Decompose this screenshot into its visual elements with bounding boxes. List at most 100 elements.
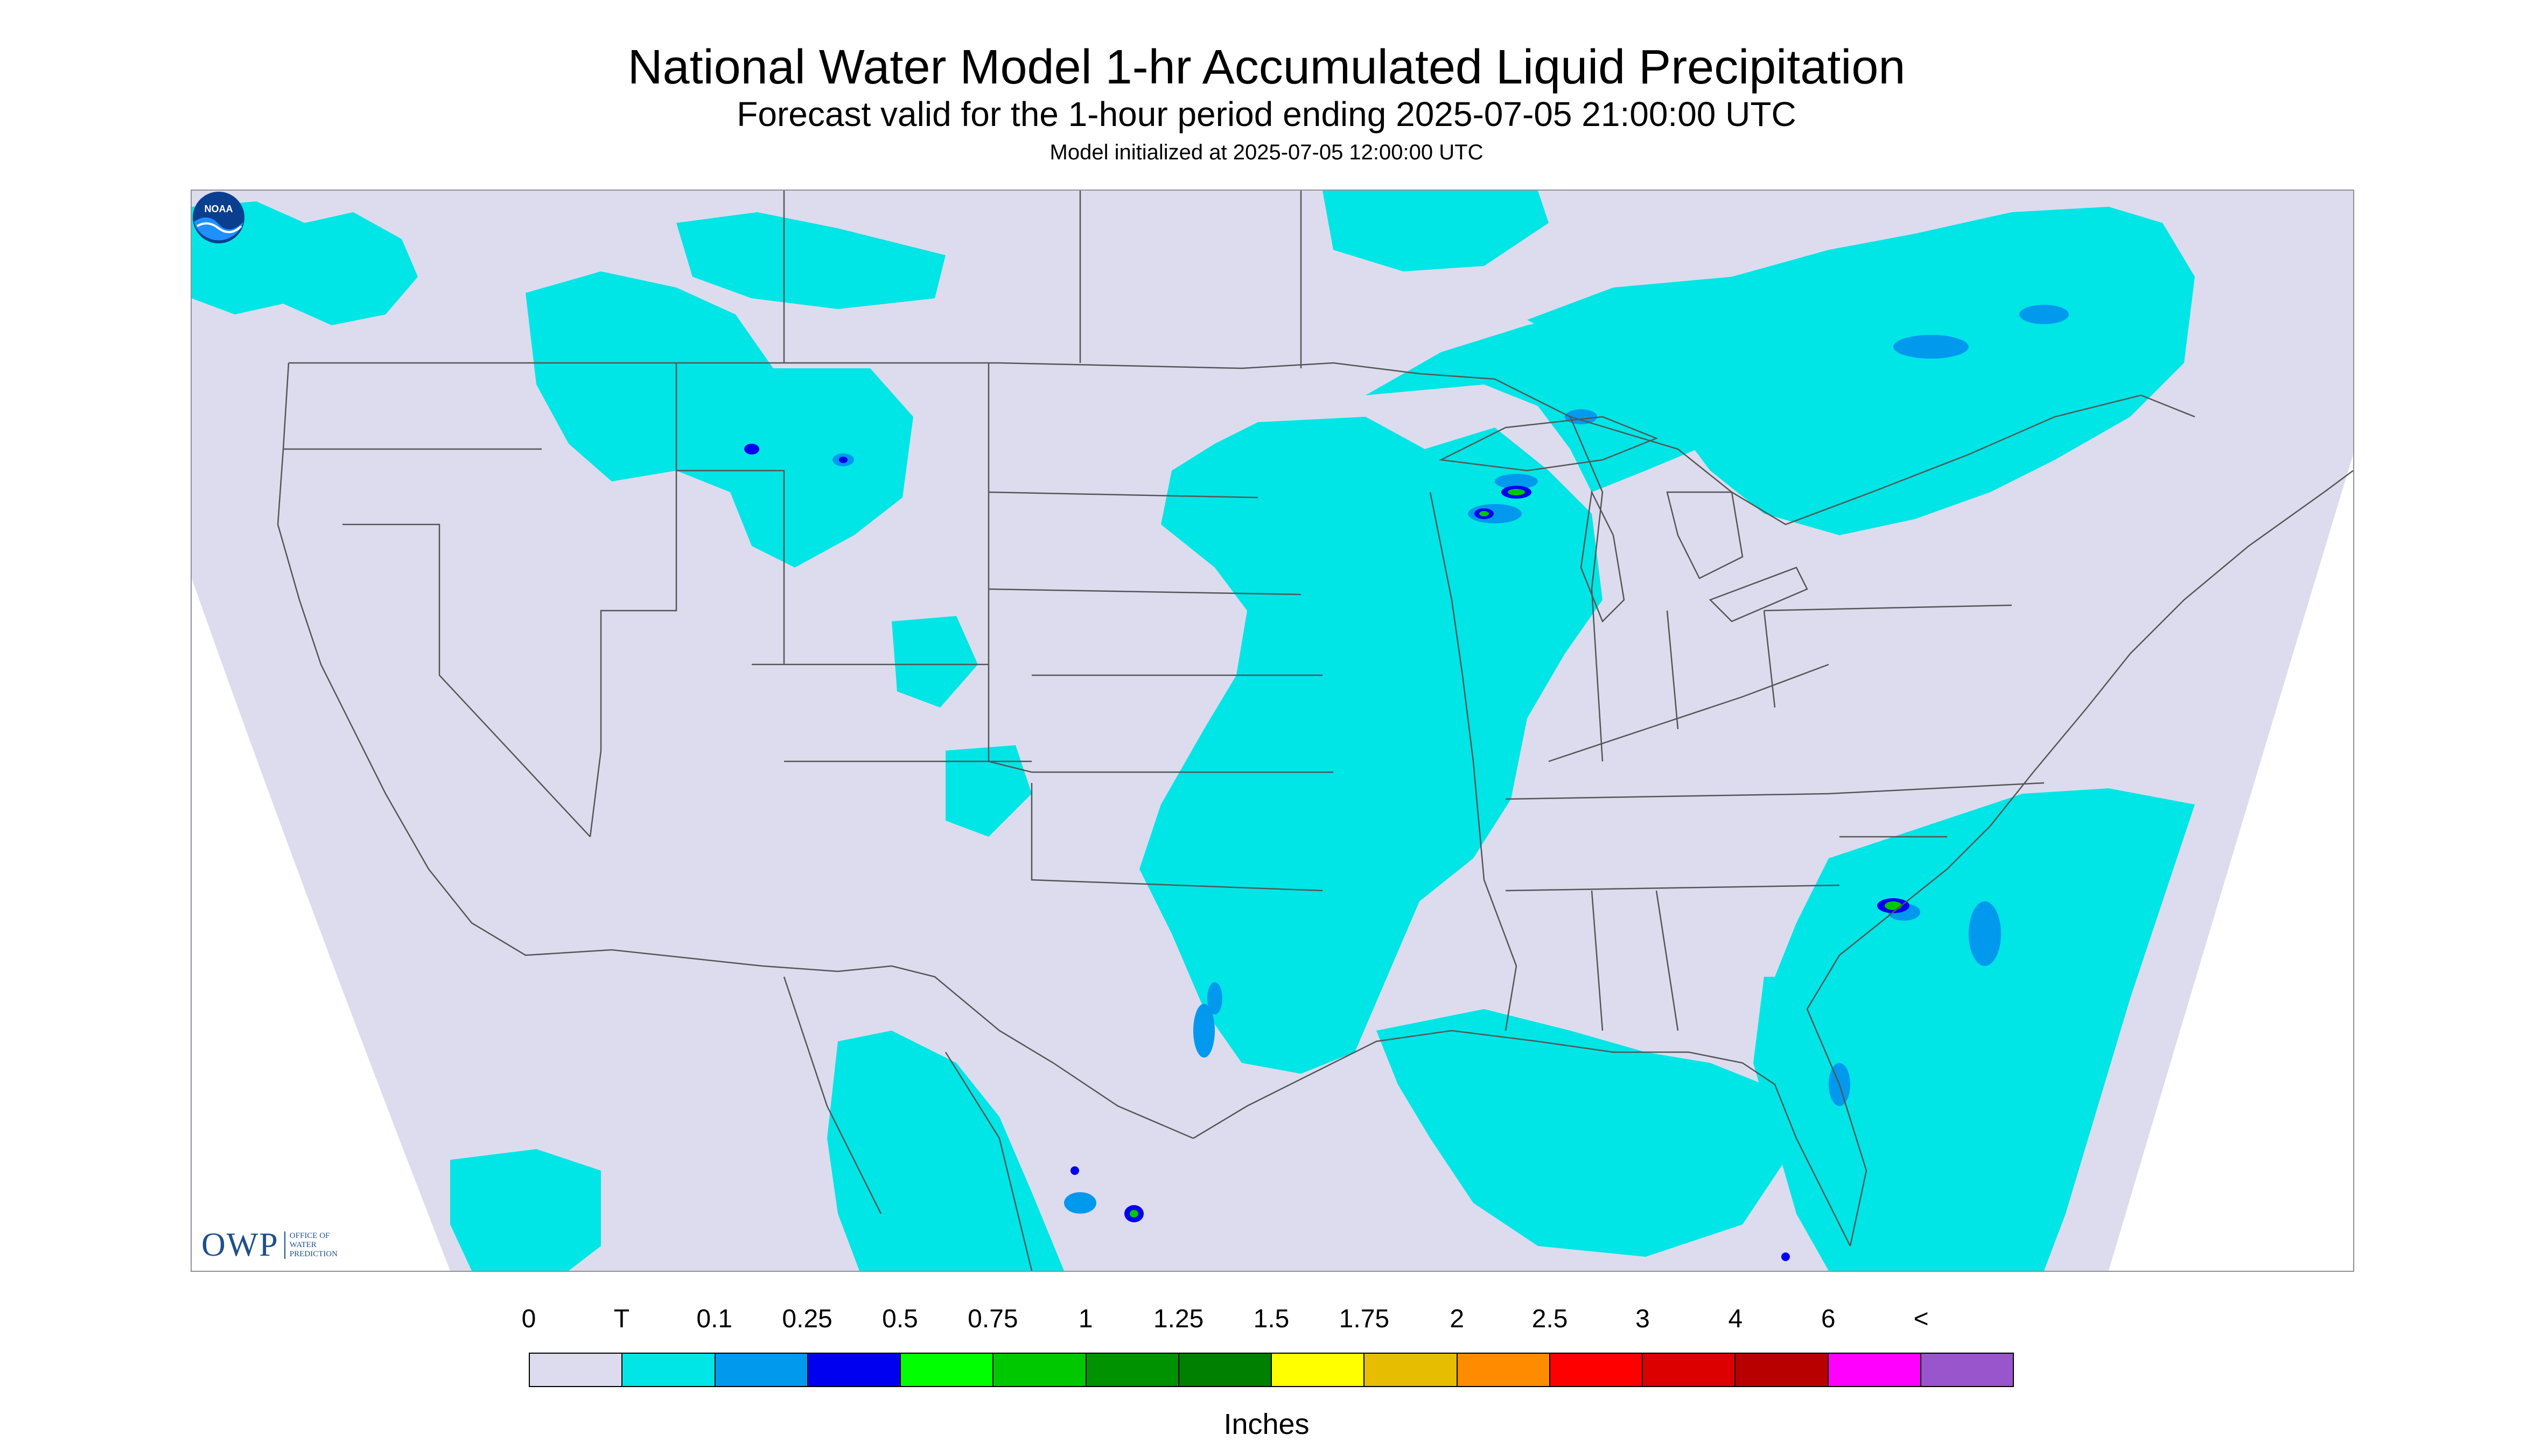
state-line-sd-ne (988, 588, 1302, 596)
mexico-moderate-cell-2 (1070, 1166, 1079, 1175)
legend-swatch (993, 1354, 1087, 1386)
lake-erie (1709, 566, 1808, 622)
legend-swatch (1828, 1354, 1921, 1386)
legend-swatch (1736, 1354, 1829, 1386)
legend-label: 0 (521, 1305, 536, 1333)
legend-label: 6 (1821, 1305, 1836, 1333)
pacific-northwest-precip (192, 201, 418, 325)
legend-label: 2 (1450, 1305, 1465, 1333)
noaa-logo-text: NOAA (205, 204, 233, 214)
mexico-light-1 (1064, 1192, 1096, 1214)
legend-label: 0.1 (696, 1305, 733, 1333)
owp-logo-text: OWP (201, 1227, 279, 1263)
owp-subtext-line-3: Prediction (289, 1250, 338, 1258)
texas-light-1 (1193, 1004, 1215, 1058)
mexico-precip (827, 1031, 1064, 1271)
us-mexico-border (611, 949, 1194, 1139)
pacific-coast (277, 362, 612, 956)
mexico-state-line-1 (783, 976, 882, 1214)
mexico-state-line-2 (944, 1052, 1033, 1271)
precipitation-map: OWP Office of Water Prediction NOAA (191, 190, 2354, 1272)
legend-swatch (622, 1354, 716, 1386)
legend-swatch (715, 1354, 808, 1386)
wyoming-colorado-precip (892, 616, 978, 708)
legend-units: Inches (1223, 1408, 1310, 1440)
montana-moderate-cell (744, 444, 759, 454)
model-init-time: Model initialized at 2025-07-05 12:00:00… (1049, 141, 1484, 164)
new-mexico-precip (946, 745, 1032, 837)
legend-swatch (1086, 1354, 1179, 1386)
quebec-light-1 (1893, 335, 1969, 359)
legend-swatch (1272, 1354, 1365, 1386)
trace-precip-regions (192, 191, 2195, 1271)
southeast-atlantic-precip (1753, 788, 2195, 1271)
state-line-ga-al (1655, 890, 1679, 1031)
atlantic-light-1 (1969, 901, 2001, 966)
legend-swatch (530, 1354, 623, 1386)
state-line-id-mt (676, 470, 785, 664)
state-line-in-oh (1666, 610, 1679, 730)
heavy-precip-cells (744, 444, 1909, 1261)
legend-label: 1.5 (1253, 1305, 1290, 1333)
wisconsin-heavy-cell (1479, 511, 1489, 516)
legend-swatch (1365, 1354, 1458, 1386)
baja-precip (450, 1149, 601, 1271)
owp-logo-subtext: Office of Water Prediction (284, 1231, 338, 1259)
carolina-heavy-cell (1885, 901, 1902, 910)
lake-huron (1666, 491, 1744, 579)
legend-label: 0.5 (882, 1305, 918, 1333)
hudson-bay-precip (1323, 191, 1549, 271)
state-line-ca-nv (342, 523, 591, 837)
wisconsin-light-1 (1495, 474, 1538, 489)
legend-label: T (613, 1305, 630, 1333)
mexico-heavy-cell (1130, 1210, 1138, 1217)
state-line-wi-mi (1569, 416, 1604, 590)
florida-moderate-cell (1781, 1252, 1790, 1261)
gulf-coast-precip (1376, 1009, 1786, 1257)
quebec-ontario-precip (1527, 207, 2195, 535)
state-line-rockies-west (589, 363, 677, 837)
quebec-light-2 (2019, 305, 2069, 324)
legend-swatch (901, 1354, 994, 1386)
legend-label: 0.75 (968, 1305, 1018, 1333)
texas-light-2 (1207, 982, 1222, 1014)
state-line-ok-tx (1031, 783, 1323, 892)
state-and-country-boundaries (277, 191, 2353, 1271)
gulf-coastline (1193, 1030, 1851, 1247)
state-line-ms-al (1591, 890, 1604, 1031)
owp-subtext-line-2: Water (289, 1241, 317, 1249)
legend-swatch (808, 1354, 901, 1386)
state-line-ohio-river (1548, 663, 1829, 762)
legend-label: 2.5 (1531, 1305, 1568, 1333)
owp-logo: OWP Office of Water Prediction (201, 1226, 338, 1264)
legend-swatch (1550, 1354, 1643, 1386)
legend-swatch (1457, 1354, 1550, 1386)
light-precip-regions (832, 305, 2069, 1214)
legend-label: 1.25 (1153, 1305, 1204, 1333)
legend-swatch (1921, 1354, 2013, 1386)
state-line-oh-pa (1763, 610, 1776, 708)
map-canvas (192, 191, 2353, 1271)
montana-precip (526, 271, 913, 568)
florida-precip (1753, 977, 1850, 1171)
legend-colorbar (529, 1353, 2014, 1387)
state-line-mississippi-river (1429, 492, 1517, 1031)
legend-swatch (1179, 1354, 1272, 1386)
state-line-tn-ky (1505, 793, 1829, 800)
lake-michigan (1580, 489, 1625, 623)
legend-label: 1 (1078, 1305, 1093, 1333)
lake-superior-heavy-cell (1508, 489, 1525, 495)
state-line-il-in (1591, 589, 1604, 762)
lake-superior (1438, 416, 1659, 472)
alberta-precip (676, 212, 946, 309)
state-line-nd-sd (988, 491, 1258, 499)
state-line-va-nc (1828, 782, 2045, 795)
owp-subtext-line-1: Office of (289, 1231, 330, 1240)
us-canada-border (289, 362, 2195, 526)
map-subtitle: Forecast valid for the 1-hour period end… (737, 95, 1796, 134)
plains-precip (1139, 417, 1603, 1074)
state-line-pa-ny (1764, 604, 2012, 612)
state-line-tn-ms (1505, 884, 1840, 892)
map-title: National Water Model 1-hr Accumulated Li… (627, 40, 1906, 94)
legend-label: < (1913, 1305, 1929, 1333)
